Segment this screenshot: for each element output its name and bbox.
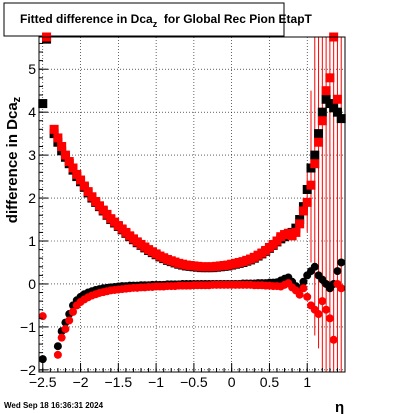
circle-marker: [310, 262, 319, 271]
square-marker: [79, 181, 89, 191]
circle-marker: [53, 342, 62, 351]
x-axis-title: η: [335, 399, 344, 414]
x-tick-label: −1.5: [105, 374, 133, 390]
x-tick-label: 0: [228, 374, 236, 390]
square-marker: [321, 86, 331, 96]
square-marker: [314, 137, 324, 147]
circle-marker: [295, 290, 304, 299]
circle-marker: [314, 310, 323, 319]
square-marker: [325, 73, 335, 83]
circle-marker: [337, 284, 346, 293]
square-marker: [72, 169, 82, 179]
x-tick-label: −1: [148, 374, 164, 390]
y-tick-label: −2: [20, 362, 36, 378]
circle-marker: [69, 307, 77, 316]
y-tick-label: 3: [28, 147, 36, 163]
circle-marker: [325, 314, 334, 323]
circle-marker: [318, 297, 327, 306]
title-box: Fitted difference in Dcaz for Global Rec…: [3, 2, 313, 37]
circle-marker: [337, 258, 346, 267]
axis-ticks: [39, 42, 338, 372]
x-tick-label: 1: [303, 374, 311, 390]
circle-marker: [322, 305, 331, 314]
square-marker: [332, 107, 342, 117]
x-tick-label: −0.5: [180, 374, 208, 390]
square-marker: [57, 142, 67, 152]
circle-marker: [61, 325, 70, 334]
square-marker: [298, 206, 308, 216]
y-tick-label: −1: [20, 319, 36, 335]
square-marker: [60, 150, 70, 160]
square-marker: [310, 159, 320, 169]
data-markers: [38, 32, 346, 364]
square-marker: [302, 197, 312, 207]
square-marker: [336, 114, 346, 124]
plot-frame: [38, 36, 346, 373]
square-marker: [76, 175, 86, 185]
y-tick-label: 0: [28, 276, 36, 292]
x-tick-label: −2.5: [29, 374, 57, 390]
circle-marker: [53, 350, 62, 359]
y-tick-label: 2: [28, 190, 36, 206]
chart-title: Fitted difference in Dcaz for Global Rec…: [20, 12, 313, 29]
circle-marker: [38, 312, 47, 321]
square-marker: [49, 124, 59, 134]
y-tick-label: 5: [28, 61, 36, 77]
circle-marker: [299, 284, 308, 293]
square-marker: [83, 187, 93, 197]
y-tick-label: 1: [28, 233, 36, 249]
y-axis-title: difference in Dcaz: [4, 96, 23, 223]
square-marker: [306, 180, 316, 190]
circle-marker: [329, 335, 338, 344]
square-marker: [87, 192, 97, 202]
square-marker: [295, 219, 305, 229]
circle-marker: [65, 316, 74, 325]
square-marker: [68, 163, 78, 173]
square-marker: [53, 133, 63, 143]
square-marker: [314, 129, 324, 139]
square-marker: [317, 107, 327, 117]
square-marker: [291, 227, 301, 237]
y-tick-label: 4: [28, 104, 36, 120]
circle-marker: [303, 292, 312, 301]
square-marker: [64, 157, 74, 167]
date-stamp: Wed Sep 18 16:36:31 2024: [4, 401, 104, 410]
circle-marker: [333, 267, 342, 276]
square-marker: [310, 150, 320, 160]
x-tick-label: 0.5: [260, 374, 280, 390]
x-tick-label: −2: [73, 374, 89, 390]
circle-marker: [57, 333, 66, 342]
square-marker: [317, 116, 327, 126]
circle-marker: [38, 355, 47, 364]
circle-marker: [299, 277, 308, 286]
square-marker: [332, 94, 342, 104]
